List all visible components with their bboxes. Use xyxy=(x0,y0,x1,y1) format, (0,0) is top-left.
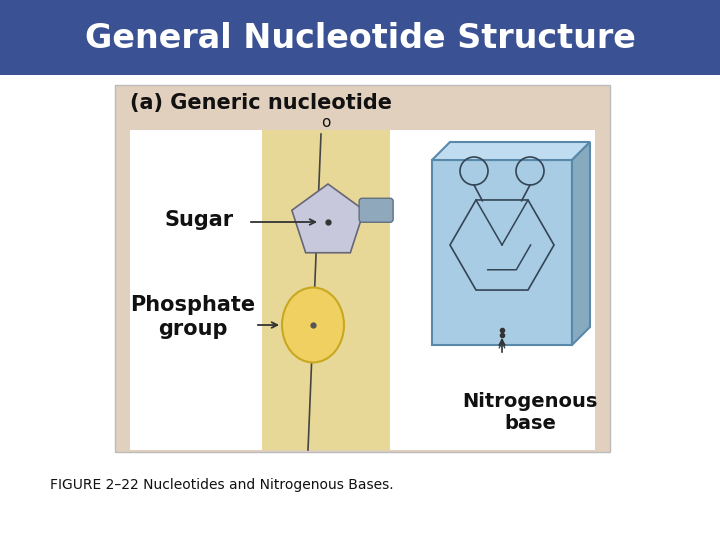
Text: Nitrogenous
base: Nitrogenous base xyxy=(462,392,598,433)
Text: FIGURE 2–22 Nucleotides and Nitrogenous Bases.: FIGURE 2–22 Nucleotides and Nitrogenous … xyxy=(50,478,394,492)
Text: Sugar: Sugar xyxy=(165,210,234,230)
Text: General Nucleotide Structure: General Nucleotide Structure xyxy=(84,22,636,55)
Text: (a) Generic nucleotide: (a) Generic nucleotide xyxy=(130,93,392,113)
Text: o: o xyxy=(321,115,330,130)
FancyBboxPatch shape xyxy=(432,160,572,345)
Polygon shape xyxy=(432,142,590,160)
FancyBboxPatch shape xyxy=(359,198,393,222)
FancyBboxPatch shape xyxy=(262,130,390,450)
Polygon shape xyxy=(292,184,364,253)
Text: Phosphate
group: Phosphate group xyxy=(130,295,255,339)
FancyBboxPatch shape xyxy=(0,0,720,75)
FancyBboxPatch shape xyxy=(115,85,610,452)
Ellipse shape xyxy=(282,287,344,362)
Polygon shape xyxy=(572,142,590,345)
FancyBboxPatch shape xyxy=(130,130,595,450)
